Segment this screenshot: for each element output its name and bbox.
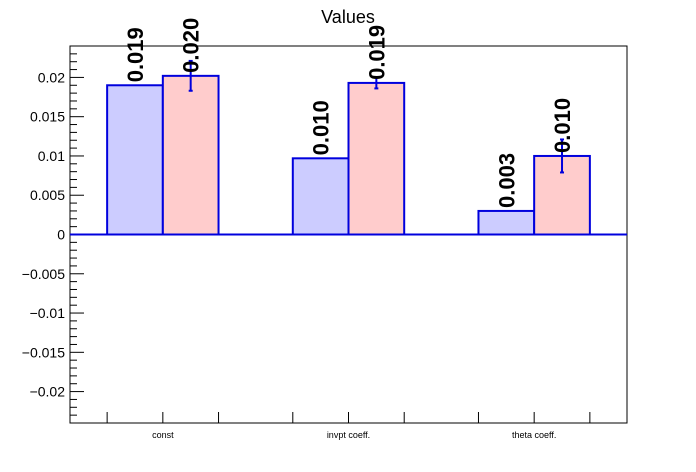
data-labels-layer: 0.019 0.010 0.003 0.020 0.019 0.010 [123, 18, 575, 208]
bars-layer [70, 59, 627, 236]
y-tick-label: −0.015 [22, 344, 65, 360]
data-label: 0.010 [550, 98, 575, 153]
y-tick-label: 0 [57, 227, 65, 243]
data-label: 0.019 [123, 27, 148, 82]
data-label: 0.010 [309, 100, 334, 155]
y-axis-ticks: 0.02 0.015 0.01 0.005 0 −0.005 −0.01 −0.015 −0.0… [22, 45, 84, 424]
data-label: 0.020 [179, 18, 204, 73]
y-tick-label: 0.005 [30, 187, 65, 203]
bar [477, 209, 536, 236]
y-tick-label: 0.01 [38, 148, 65, 164]
bar [106, 84, 164, 236]
y-tick-label: −0.02 [30, 384, 66, 400]
bar [291, 157, 350, 236]
category-label: const [152, 430, 174, 440]
y-tick-label: 0.015 [30, 109, 65, 125]
bar [347, 81, 406, 236]
category-label: theta coeff. [512, 430, 556, 440]
data-label: 0.003 [494, 153, 519, 208]
chart-title: Values [321, 7, 375, 27]
category-label: invpt coeff. [327, 430, 370, 440]
x-axis-ticks [106, 412, 591, 423]
y-tick-label: −0.01 [30, 305, 66, 321]
bar [161, 74, 220, 236]
y-tick-label: −0.005 [22, 266, 65, 282]
data-label: 0.019 [364, 25, 389, 80]
category-labels: const invpt coeff. theta coeff. [152, 430, 556, 440]
y-tick-label: 0.02 [38, 69, 65, 85]
